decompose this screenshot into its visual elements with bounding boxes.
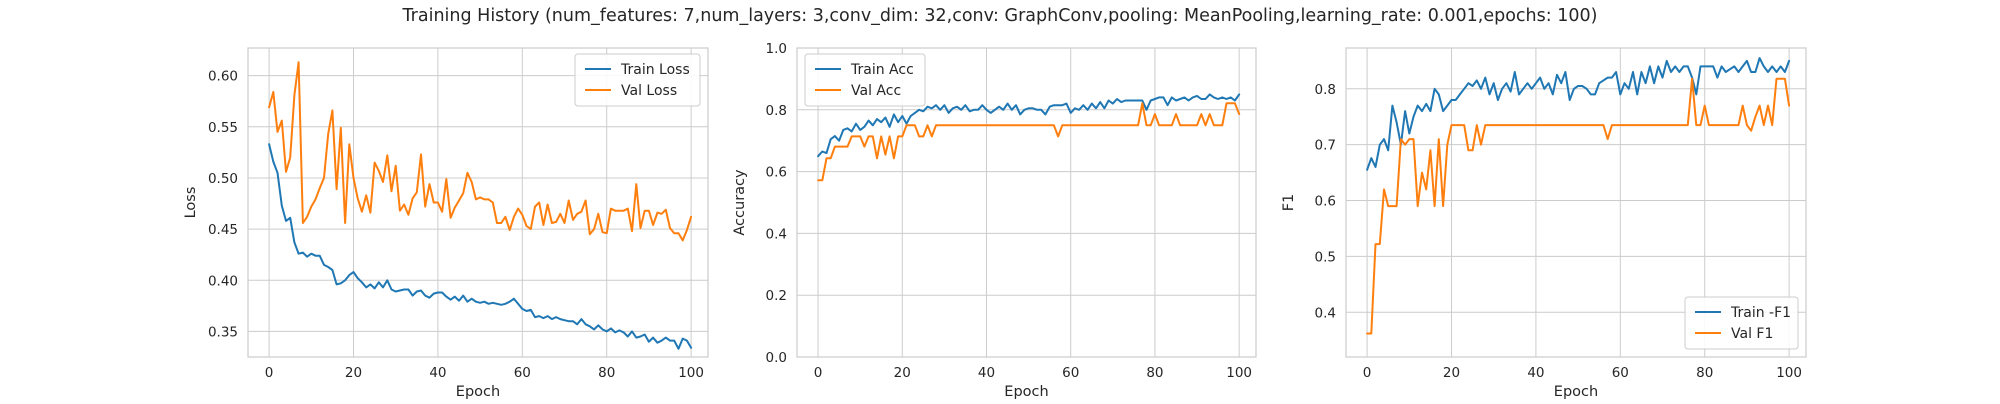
legend: Train Loss Val Loss (574, 53, 701, 107)
series-line-train-acc (817, 93, 1241, 158)
legend-entry: Val Loss (621, 83, 677, 99)
x-tick-label: 60 (1062, 365, 1079, 381)
y-tick-label: 0.4 (766, 226, 787, 242)
y-axis-label: Loss (183, 187, 199, 219)
y-tick-label: 0.4 (1315, 305, 1336, 321)
y-tick-label: 0.7 (1315, 138, 1336, 154)
legend-box (574, 53, 701, 107)
x-tick-label: 100 (1776, 365, 1802, 381)
y-tick-label: 0.50 (208, 171, 238, 187)
chart-panel-3: 0 20 40 60 80 100 0.4 0.5 0.6 0.7 0.8 Epoch F1 Train … (1281, 47, 1807, 400)
y-tick-label: 0.5 (1315, 249, 1336, 265)
legend-entry: Train Loss (620, 62, 690, 78)
x-tick-label: 80 (598, 365, 615, 381)
y-tick-label: 1.0 (766, 41, 787, 57)
series-line-train-f1 (1366, 57, 1791, 171)
axes-frame (247, 47, 709, 358)
series-line-val-acc (817, 102, 1241, 182)
y-axis-label: Accuracy (732, 169, 748, 236)
x-tick-label: 40 (978, 365, 995, 381)
y-tick-label: 0.6 (1315, 194, 1336, 210)
y-tick-label: 0.55 (208, 120, 238, 136)
legend-entry: Train -F1 (1730, 305, 1791, 321)
legend-box (1684, 296, 1799, 350)
x-axis-label: Epoch (1554, 384, 1598, 400)
figure-title: Training History (num_features: 7,num_la… (402, 6, 1598, 26)
x-tick-label: 100 (1226, 365, 1252, 381)
x-tick-label: 40 (429, 365, 446, 381)
axes-frame (1345, 47, 1807, 358)
x-tick-label: 20 (894, 365, 911, 381)
axes-frame (796, 47, 1257, 358)
y-tick-label: 0.0 (766, 350, 787, 366)
chart-panel-1: 0 20 40 60 80 100 0.35 0.40 0.45 0.50 0.55 0.60 Epoc… (183, 47, 709, 400)
y-tick-label: 0.40 (208, 273, 238, 289)
x-tick-label: 0 (265, 365, 274, 381)
x-tick-label: 20 (345, 365, 362, 381)
legend-entry: Train Acc (850, 62, 914, 78)
y-tick-label: 0.6 (766, 165, 787, 181)
x-axis-label: Epoch (456, 384, 500, 400)
y-tick-label: 0.45 (208, 222, 238, 238)
series-line-train-loss (268, 143, 693, 350)
legend: Train -F1 Val F1 (1684, 296, 1799, 350)
x-tick-label: 80 (1696, 365, 1713, 381)
chart-panel-2: 0 20 40 60 80 100 0.0 0.2 0.4 0.6 0.8 1.0 Epoch Accur… (732, 41, 1257, 400)
y-axis-label: F1 (1281, 194, 1297, 212)
x-tick-label: 20 (1443, 365, 1460, 381)
legend-box (804, 53, 926, 107)
y-tick-label: 0.8 (1315, 82, 1336, 98)
legend: Train Acc Val Acc (804, 53, 926, 107)
x-tick-label: 100 (678, 365, 704, 381)
x-tick-label: 0 (1363, 365, 1372, 381)
legend-entry: Val Acc (851, 83, 901, 99)
x-tick-label: 40 (1527, 365, 1544, 381)
y-tick-label: 0.8 (766, 103, 787, 119)
x-axis-label: Epoch (1004, 384, 1048, 400)
x-tick-label: 60 (514, 365, 531, 381)
x-tick-label: 0 (814, 365, 823, 381)
legend-entry: Val F1 (1731, 326, 1773, 342)
y-tick-label: 0.60 (208, 69, 238, 85)
series-line-val-loss (268, 61, 693, 242)
series-line-val-f1 (1366, 77, 1791, 335)
x-tick-label: 60 (1612, 365, 1629, 381)
x-tick-label: 80 (1146, 365, 1163, 381)
y-tick-label: 0.35 (208, 324, 238, 340)
y-tick-label: 0.2 (766, 288, 787, 304)
